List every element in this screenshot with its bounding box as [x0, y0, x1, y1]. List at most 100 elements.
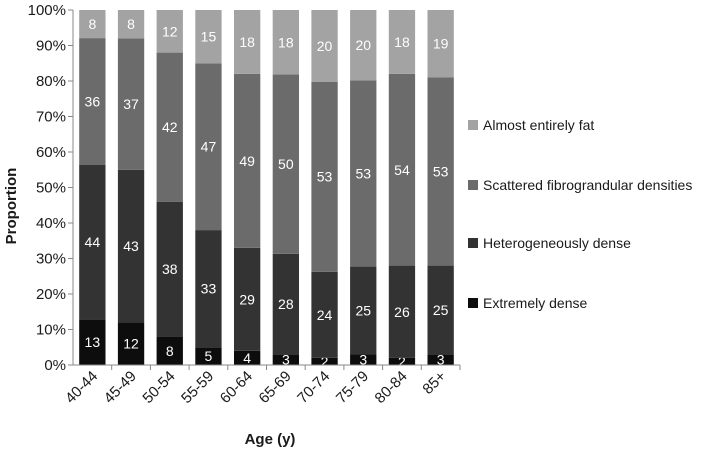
data-label: 37	[123, 96, 139, 112]
bar-stack-55-59: 5 33 47 15	[195, 10, 222, 365]
bar-stack-60-64: 4 29 49 18	[233, 10, 261, 366]
y-axis: 0% 10% 20% 30% 40% 50% 60% 70% 80% 90% 100%	[28, 2, 74, 374]
data-label: 53	[317, 169, 333, 185]
bar-segment-almost-entirely-fat	[156, 10, 183, 53]
bar-segment-extremely-dense	[350, 354, 377, 365]
x-tick-label: 45-49	[101, 368, 140, 407]
data-label: 2	[321, 353, 329, 369]
bar-segment-heterogeneously-dense	[272, 253, 300, 355]
data-label: 20	[355, 37, 371, 53]
bar-segment-extremely-dense	[272, 354, 300, 365]
x-tick-label: 70-74	[294, 368, 333, 407]
bar-segment-extremely-dense	[195, 347, 222, 365]
bar-stack-80-84: 2 26 54 18	[388, 10, 416, 369]
bar-segment-extremely-dense	[311, 357, 338, 365]
legend-item: Almost entirely fat	[468, 117, 594, 133]
y-tick-label: 100%	[28, 2, 66, 19]
x-tick-label: 40-44	[62, 368, 101, 407]
data-label: 49	[239, 153, 255, 169]
bar-segment-heterogeneously-dense	[350, 266, 377, 355]
data-label: 3	[359, 352, 367, 368]
x-tick-label: 75-79	[333, 368, 372, 407]
data-label: 18	[394, 34, 410, 50]
bar-segment-scattered-fibrograndular-densities	[233, 73, 261, 248]
legend-label: Almost entirely fat	[483, 117, 594, 133]
data-label: 44	[85, 234, 101, 250]
bar-segment-extremely-dense	[233, 350, 261, 365]
bar-segment-scattered-fibrograndular-densities	[117, 38, 145, 170]
data-label: 18	[278, 34, 294, 50]
bar-segment-heterogeneously-dense	[195, 230, 222, 348]
bar-segment-almost-entirely-fat	[79, 10, 106, 39]
data-label: 38	[162, 261, 178, 277]
data-label: 36	[85, 93, 101, 109]
y-axis-title: Proportion	[3, 168, 20, 245]
bar-segment-almost-entirely-fat	[350, 10, 377, 81]
data-label: 47	[201, 139, 217, 155]
legend-swatch	[468, 238, 478, 248]
bar-stack-70-74: 2 24 53 20	[311, 10, 338, 369]
legend-swatch	[468, 298, 478, 308]
data-label: 20	[317, 38, 333, 54]
y-tick-label: 70%	[36, 109, 66, 126]
bar-segment-heterogeneously-dense	[156, 201, 183, 337]
bar-segment-extremely-dense	[427, 354, 454, 365]
bar-segment-heterogeneously-dense	[311, 271, 338, 358]
data-label: 53	[355, 165, 371, 181]
legend-item: Heterogeneously dense	[468, 235, 631, 251]
data-label: 28	[278, 296, 294, 312]
bar-segment-extremely-dense	[156, 336, 183, 365]
data-label: 2	[398, 353, 406, 369]
bar-segment-scattered-fibrograndular-densities	[388, 73, 416, 266]
data-label: 19	[433, 36, 449, 52]
y-tick-label: 30%	[36, 251, 66, 268]
data-label: 54	[394, 162, 410, 178]
data-label: 13	[85, 334, 101, 350]
x-tick-label: 50-54	[139, 368, 178, 407]
data-label: 18	[239, 34, 255, 50]
data-label: 4	[243, 350, 251, 366]
data-label: 43	[123, 238, 139, 254]
data-label: 3	[282, 352, 290, 368]
legend-item: Scattered fibrograndular densities	[468, 177, 692, 193]
x-axis: 40-44 45-49 50-54 55-59 60-64 65-69 70-74 75-79…	[62, 364, 461, 407]
y-tick-label: 40%	[36, 215, 66, 232]
bar-segment-almost-entirely-fat	[388, 10, 416, 74]
bar-segment-almost-entirely-fat	[311, 10, 338, 82]
bar-stack-85+: 3 25 53 19	[427, 10, 454, 368]
y-tick-label: 90%	[36, 38, 66, 55]
y-tick-label: 20%	[36, 286, 66, 303]
y-tick-label: 10%	[36, 322, 66, 339]
data-label: 42	[162, 119, 178, 135]
bar-segment-almost-entirely-fat	[272, 10, 300, 75]
data-label: 50	[278, 156, 294, 172]
bar-stack-40-44: 13 44 36 8	[79, 10, 106, 365]
bar-stack-65-69: 3 28 50 18	[272, 10, 300, 368]
legend-label: Extremely dense	[483, 295, 587, 311]
legend-swatch	[468, 180, 478, 190]
bar-segment-scattered-fibrograndular-densities	[427, 77, 454, 266]
y-tick-label: 0%	[44, 357, 66, 374]
data-label: 29	[239, 291, 255, 307]
bar-segment-scattered-fibrograndular-densities	[272, 74, 300, 254]
legend: Almost entirely fat Scattered fibrograndu…	[468, 117, 692, 311]
bar-segment-heterogeneously-dense	[427, 265, 454, 355]
bar-segment-heterogeneously-dense	[388, 265, 416, 358]
data-label: 25	[433, 302, 449, 318]
data-label: 5	[205, 348, 213, 364]
y-tick-label: 80%	[36, 73, 66, 90]
bar-segment-extremely-dense	[388, 357, 416, 365]
legend-label: Scattered fibrograndular densities	[483, 177, 692, 193]
data-label: 24	[317, 307, 333, 323]
bar-segment-heterogeneously-dense	[233, 247, 261, 351]
data-label: 25	[355, 303, 371, 319]
x-tick-label: 60-64	[217, 368, 256, 407]
x-tick-label: 80-84	[372, 368, 411, 407]
data-label: 33	[201, 281, 217, 297]
data-label: 8	[88, 16, 96, 32]
bar-stack-45-49: 12 43 37 8	[117, 10, 145, 365]
bar-segment-scattered-fibrograndular-densities	[79, 38, 106, 165]
bar-segment-almost-entirely-fat	[195, 10, 222, 64]
legend-label: Heterogeneously dense	[483, 235, 631, 251]
